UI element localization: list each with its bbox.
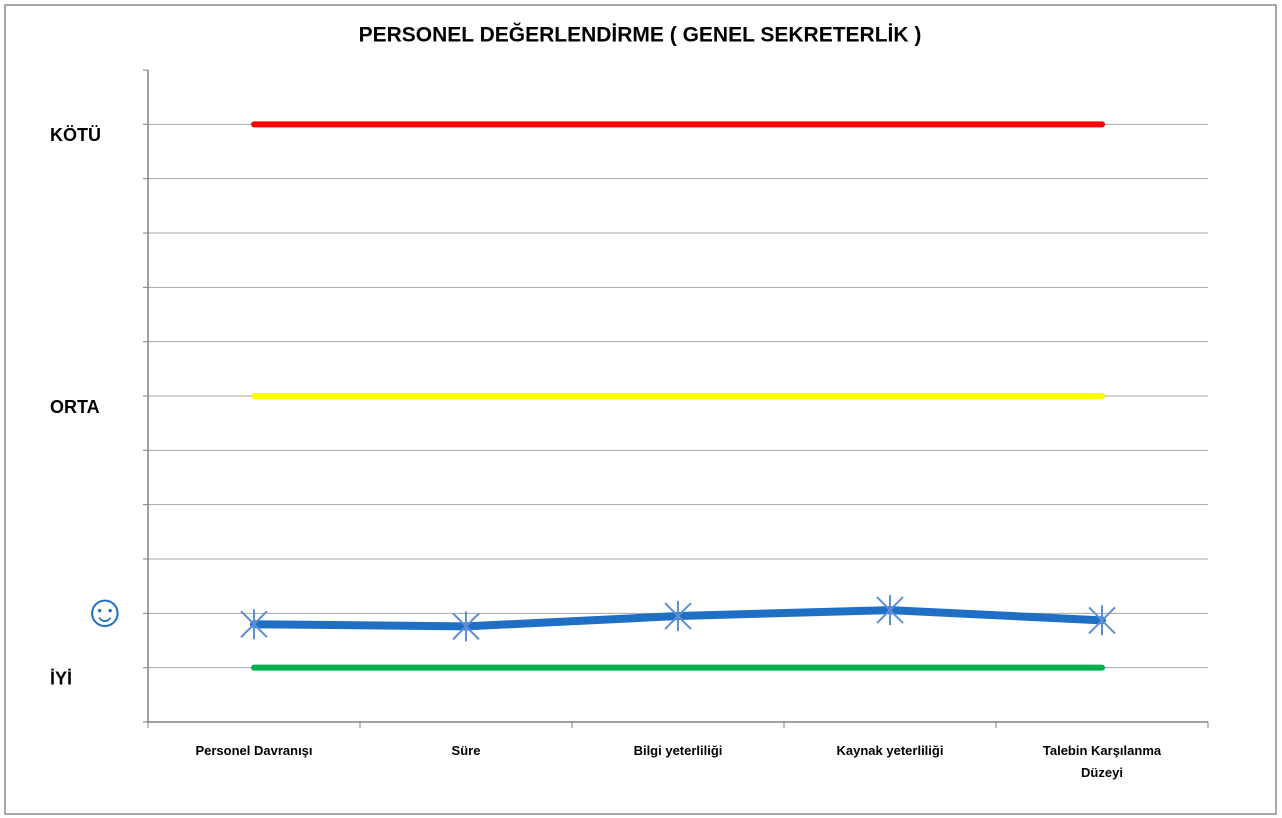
x-tick-label: Bilgi yeterliliği	[633, 743, 723, 758]
x-tick-label: Süre	[451, 743, 481, 758]
x-tick-label: Kaynak yeterliliği	[836, 743, 944, 758]
y-tick-label: ORTA	[50, 397, 100, 417]
y-tick-label: İYİ	[50, 668, 72, 688]
chart-frame	[4, 4, 1277, 815]
y-tick-label: KÖTÜ	[50, 125, 101, 145]
point-marker	[452, 611, 480, 642]
chart-title: PERSONEL DEĞERLENDİRME ( GENEL SEKRETERL…	[359, 23, 922, 47]
point-marker	[876, 595, 904, 626]
y-tick-label: ☺	[82, 584, 129, 636]
x-tick-label: Talebin Karşılanma Düzeyi	[1042, 743, 1162, 780]
point-marker	[240, 609, 268, 640]
point-marker	[1088, 605, 1116, 636]
point-marker	[664, 601, 692, 632]
x-tick-label: Personel Davranışı	[195, 743, 313, 758]
